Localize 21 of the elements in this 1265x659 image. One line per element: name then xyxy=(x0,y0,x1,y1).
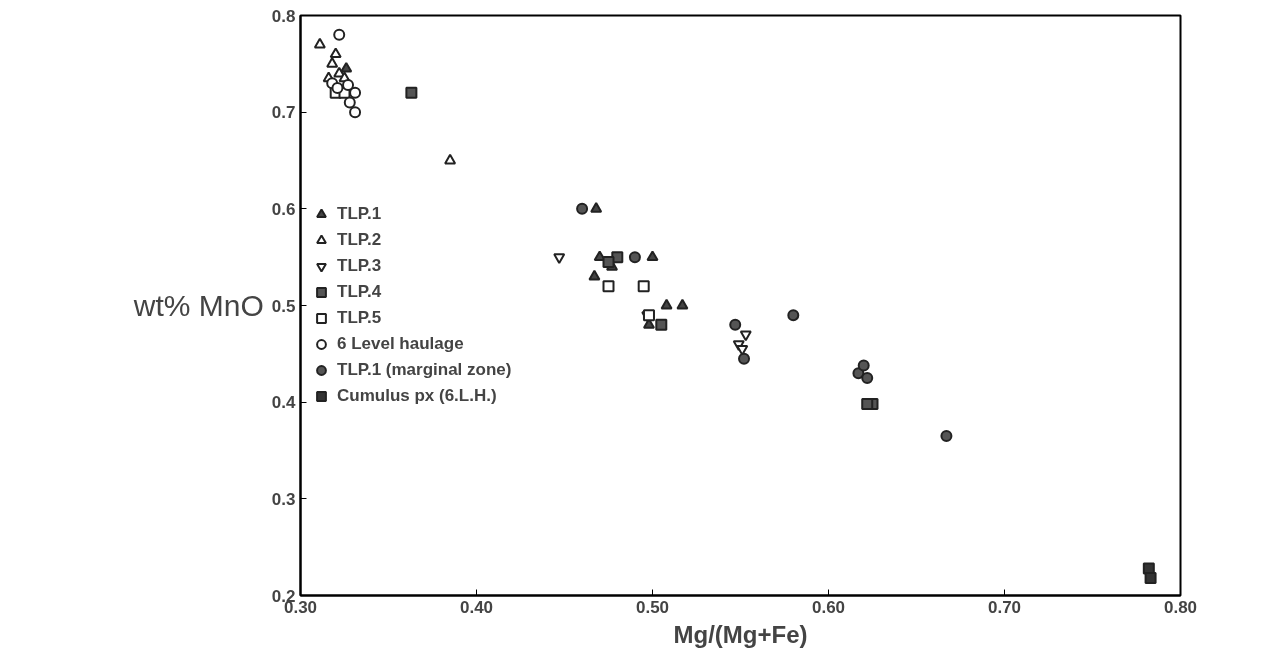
legend-label: 6 Level haulage xyxy=(337,334,464,354)
y-tick-label: 0.3 xyxy=(271,489,296,509)
legend-label: Cumulus px (6.L.H.) xyxy=(337,386,497,406)
x-tick-label: 0.50 xyxy=(635,597,670,617)
y-tick-label: 0.8 xyxy=(271,6,296,26)
x-axis-title: Mg/(Mg+Fe) xyxy=(673,620,808,648)
y-tick-label: 0.4 xyxy=(271,393,297,413)
y-tick-label: 0.6 xyxy=(271,199,296,219)
x-tick-label: 0.60 xyxy=(811,597,846,617)
x-tick-label: 0.80 xyxy=(1163,597,1198,617)
x-tick-label: 0.70 xyxy=(987,597,1022,617)
y-tick-label: 0.7 xyxy=(271,103,296,123)
y-axis-title: wt% MnO xyxy=(132,289,264,322)
legend-label: TLP.5 xyxy=(337,308,382,328)
legend-label: TLP.1 (marginal zone) xyxy=(337,360,512,380)
legend-label: TLP.3 xyxy=(337,256,382,276)
legend-label: TLP.1 xyxy=(337,204,382,224)
y-tick-label: 0.5 xyxy=(271,296,296,316)
legend-label: TLP.4 xyxy=(337,282,382,302)
x-tick-label: 0.40 xyxy=(459,597,494,617)
legend-label: TLP.2 xyxy=(337,230,382,250)
